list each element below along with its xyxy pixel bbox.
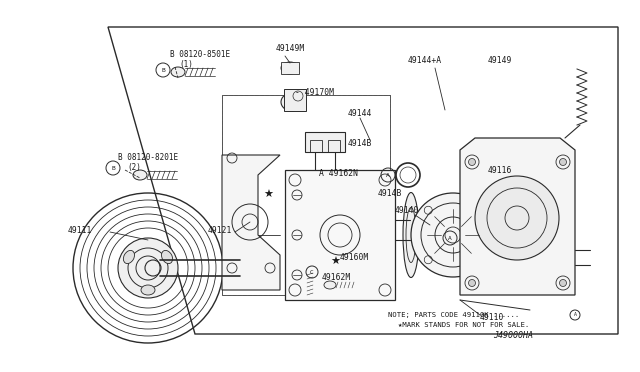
Text: 49116: 49116 xyxy=(488,166,513,174)
Text: C: C xyxy=(310,269,314,275)
Text: ★: ★ xyxy=(330,257,340,267)
Bar xyxy=(281,62,299,74)
Text: 49121: 49121 xyxy=(208,225,232,234)
Ellipse shape xyxy=(324,281,336,289)
Ellipse shape xyxy=(124,250,134,263)
Circle shape xyxy=(118,238,178,298)
Bar xyxy=(284,89,306,111)
Bar xyxy=(305,132,345,152)
Text: 49111: 49111 xyxy=(68,225,92,234)
Text: 49162M: 49162M xyxy=(322,273,351,282)
Ellipse shape xyxy=(141,285,155,295)
Text: - 49170M: - 49170M xyxy=(295,87,334,96)
Text: B: B xyxy=(161,67,165,73)
Text: 49144+A: 49144+A xyxy=(408,55,442,64)
Bar xyxy=(310,140,322,152)
Bar xyxy=(222,95,390,295)
Text: A 49162N: A 49162N xyxy=(319,169,358,177)
Text: 49140: 49140 xyxy=(395,205,419,215)
Text: (1): (1) xyxy=(179,60,193,68)
Bar xyxy=(328,140,340,152)
Text: B: B xyxy=(111,166,115,170)
Text: B 08120-8201E: B 08120-8201E xyxy=(118,153,178,161)
Ellipse shape xyxy=(281,62,299,74)
Text: J49000HA: J49000HA xyxy=(493,330,533,340)
Text: 49160M: 49160M xyxy=(340,253,369,263)
Text: (2): (2) xyxy=(127,163,141,171)
Circle shape xyxy=(411,193,495,277)
Text: 49149: 49149 xyxy=(488,55,513,64)
Text: 4914B: 4914B xyxy=(378,189,403,198)
Bar xyxy=(285,170,395,300)
Text: A: A xyxy=(448,235,452,241)
Text: B 08120-8501E: B 08120-8501E xyxy=(170,49,230,58)
Circle shape xyxy=(475,176,559,260)
Circle shape xyxy=(468,158,476,166)
Polygon shape xyxy=(460,138,575,295)
Circle shape xyxy=(559,279,566,286)
Circle shape xyxy=(465,195,545,275)
Text: ★: ★ xyxy=(263,190,273,200)
Ellipse shape xyxy=(133,170,147,180)
Text: NOTE; PARTS CODE 49110K ......: NOTE; PARTS CODE 49110K ...... xyxy=(388,312,519,318)
Circle shape xyxy=(559,158,566,166)
Text: 49110: 49110 xyxy=(480,314,504,323)
Text: A: A xyxy=(573,312,577,317)
Ellipse shape xyxy=(281,93,303,111)
Text: A: A xyxy=(386,173,390,177)
Ellipse shape xyxy=(171,67,185,77)
Text: 49144: 49144 xyxy=(348,109,372,118)
Bar xyxy=(222,95,390,295)
Ellipse shape xyxy=(403,192,419,278)
Polygon shape xyxy=(222,155,280,290)
Ellipse shape xyxy=(161,250,173,263)
Circle shape xyxy=(468,279,476,286)
Bar xyxy=(533,205,543,265)
Text: 4914B: 4914B xyxy=(348,138,372,148)
Text: ★MARK STANDS FOR NOT FOR SALE.: ★MARK STANDS FOR NOT FOR SALE. xyxy=(398,322,529,328)
Text: 49149M: 49149M xyxy=(276,44,305,52)
